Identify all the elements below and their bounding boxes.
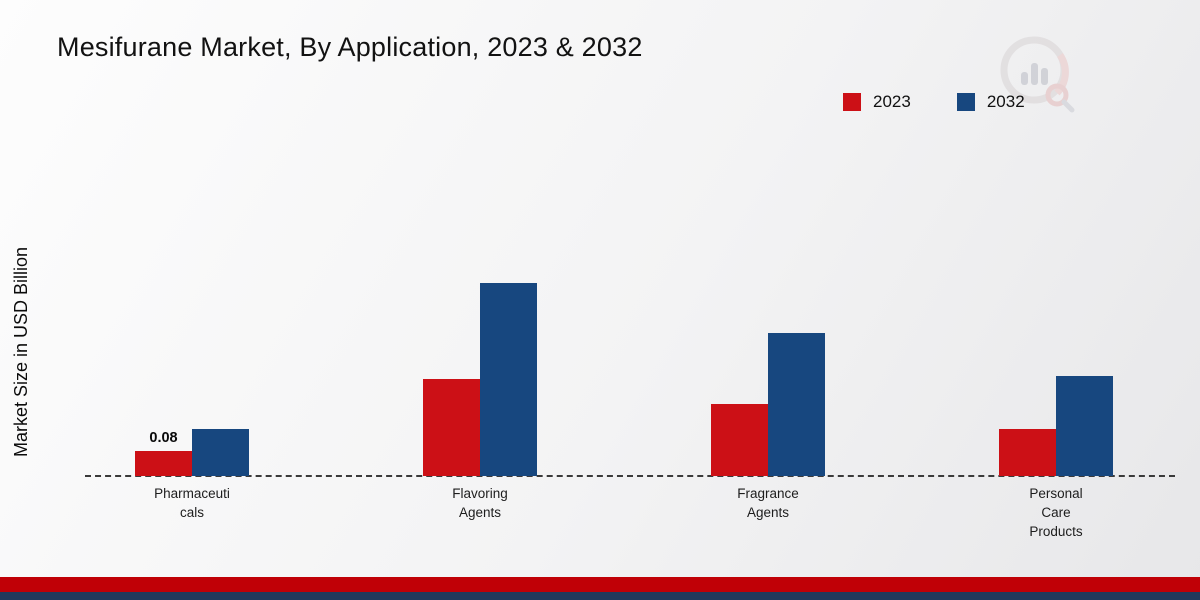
bar-2023-pharmaceuticals: 0.08: [135, 430, 192, 476]
legend-label-2032: 2032: [986, 92, 1025, 111]
chart-title: Mesifurane Market, By Application, 2023 …: [57, 32, 643, 62]
bar-group-fragrance-agents: [711, 333, 825, 476]
bar-value-label-pharmaceuticals: 0.08: [149, 430, 178, 446]
x-tick-label-personal-care-products: Personal Care Products: [1029, 486, 1083, 539]
legend-swatch-2023: [843, 93, 861, 111]
x-tick-label-fragrance-agents: Fragrance Agents: [737, 486, 799, 520]
x-tick-label-flavoring-agents: Flavoring Agents: [452, 486, 508, 520]
bar-2023-fragrance-agents: [711, 404, 768, 476]
footer-red-stripe: [0, 577, 1200, 592]
bar-2032-fragrance-agents: [768, 333, 825, 476]
bar-2032-flavoring-agents: [480, 283, 537, 476]
bar-2032-pharmaceuticals: [192, 429, 249, 476]
legend-label-2023: 2023: [873, 92, 911, 111]
y-axis-label: Market Size in USD Billion: [11, 246, 31, 458]
bar-2023-personal-care-products: [999, 429, 1056, 476]
bar-group-flavoring-agents: [423, 283, 537, 476]
legend: 2023 2032: [843, 92, 1025, 112]
footer-navy-stripe: [0, 592, 1200, 600]
legend-item-2023: 2023: [843, 92, 911, 112]
legend-item-2032: 2032: [956, 92, 1025, 112]
bar-2032-personal-care-products: [1056, 376, 1113, 476]
bar-group-pharmaceuticals: 0.08: [135, 429, 249, 476]
bar-group-personal-care-products: [999, 376, 1113, 476]
x-axis-baseline: [85, 475, 1175, 477]
legend-swatch-2032: [956, 93, 975, 111]
bar-2023-flavoring-agents: [423, 379, 480, 476]
brand-watermark-icon: [994, 32, 1078, 116]
x-tick-label-pharmaceuticals: Pharmaceuti cals: [154, 486, 230, 520]
